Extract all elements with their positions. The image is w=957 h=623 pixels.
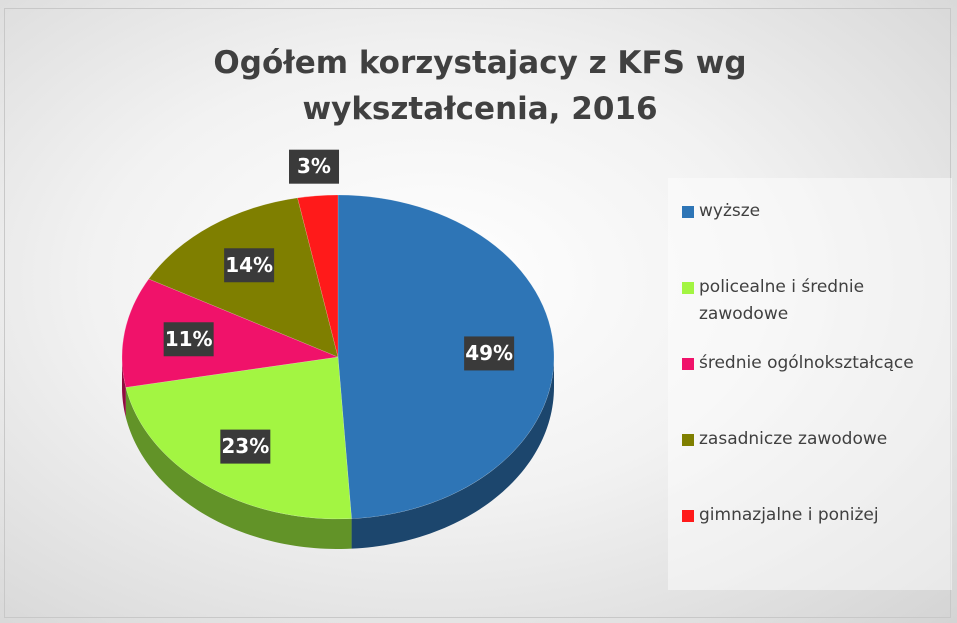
data-label-text: 23% [221,434,269,458]
data-label-text: 14% [225,253,273,277]
legend-swatch [682,206,694,218]
legend: wyższe policealne i średnie zawodowe średn… [668,178,952,590]
pie-slice [297,194,339,358]
legend-swatch [682,434,694,446]
pie-side [351,357,554,549]
data-label-box [289,149,340,184]
data-label: 14% [224,248,275,283]
legend-item: średnie ogólnokształcące [682,350,942,426]
chart-frame [4,8,951,618]
legend-swatch [682,282,694,294]
legend-swatch [682,510,694,522]
data-label: 11% [163,322,214,357]
data-label-text: 11% [165,327,213,351]
data-label-box [163,322,214,357]
legend-item: wyższe [682,198,942,274]
legend-swatch [682,358,694,370]
legend-item: gimnazjalne i poniżej [682,502,942,578]
data-label-text: 3% [297,154,331,178]
data-label: 49% [464,336,515,371]
pie-slice [337,194,555,519]
legend-item: zasadnicze zawodowe [682,426,942,502]
legend-label: policealne i średnie zawodowe [699,277,865,324]
data-label: 3% [289,149,340,184]
legend-label: zasadnicze zawodowe [699,429,888,449]
pie-side [125,387,352,549]
data-label-text: 49% [465,341,513,365]
chart-title: Ogółem korzystajacy z KFS wg wykształcen… [213,45,747,127]
data-label-box [464,336,515,371]
legend-label: wyższe [699,201,761,221]
legend-item: policealne i średnie zawodowe [682,274,942,350]
legend-label: gimnazjalne i poniżej [699,505,879,525]
pie-side [122,357,126,418]
data-label-box [220,429,271,464]
data-label-box [224,248,275,283]
data-label: 23% [220,429,271,464]
pie-slice [121,278,339,388]
legend-label: średnie ogólnokształcące [699,353,914,373]
